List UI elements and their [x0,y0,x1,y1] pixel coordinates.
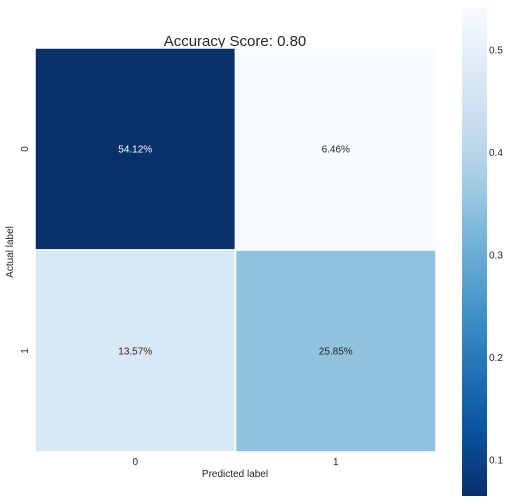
colorbar-tick-label: 0.1 [489,455,503,466]
cell-annotation-r0-c1: 6.46% [322,145,350,156]
colorbar-tick-label: 0.4 [489,148,503,159]
colorbar-tick-label: 0.5 [489,46,503,57]
heatmap-cells: 54.12% 6.46% 13.57% 25.85% [34,47,437,453]
colorbar-tick-label: 0.3 [489,250,503,261]
heatmap-cell-r1-c1 [234,249,437,453]
cell-annotation-r1-c1: 25.85% [319,347,353,358]
colorbar: 0.1 0.2 0.3 0.4 0.5 [462,8,503,496]
x-axis-label: Predicted label [202,469,268,480]
y-axis-label: Actual label [5,226,16,278]
y-axis-ticks: 01 [20,146,31,354]
colorbar-tick-label: 0.2 [489,353,503,364]
y-tick-label: 1 [20,348,31,354]
colorbar-ticks: 0.1 0.2 0.3 0.4 0.5 [489,46,503,467]
y-tick-label: 0 [20,146,31,152]
x-tick-label: 1 [333,457,339,468]
chart-title: Accuracy Score: 0.80 [164,33,307,50]
x-tick-label: 0 [132,457,138,468]
colorbar-gradient [462,8,487,496]
cell-annotation-r1-c0: 13.57% [118,347,152,358]
cell-annotation-r0-c0: 54.12% [118,145,152,156]
